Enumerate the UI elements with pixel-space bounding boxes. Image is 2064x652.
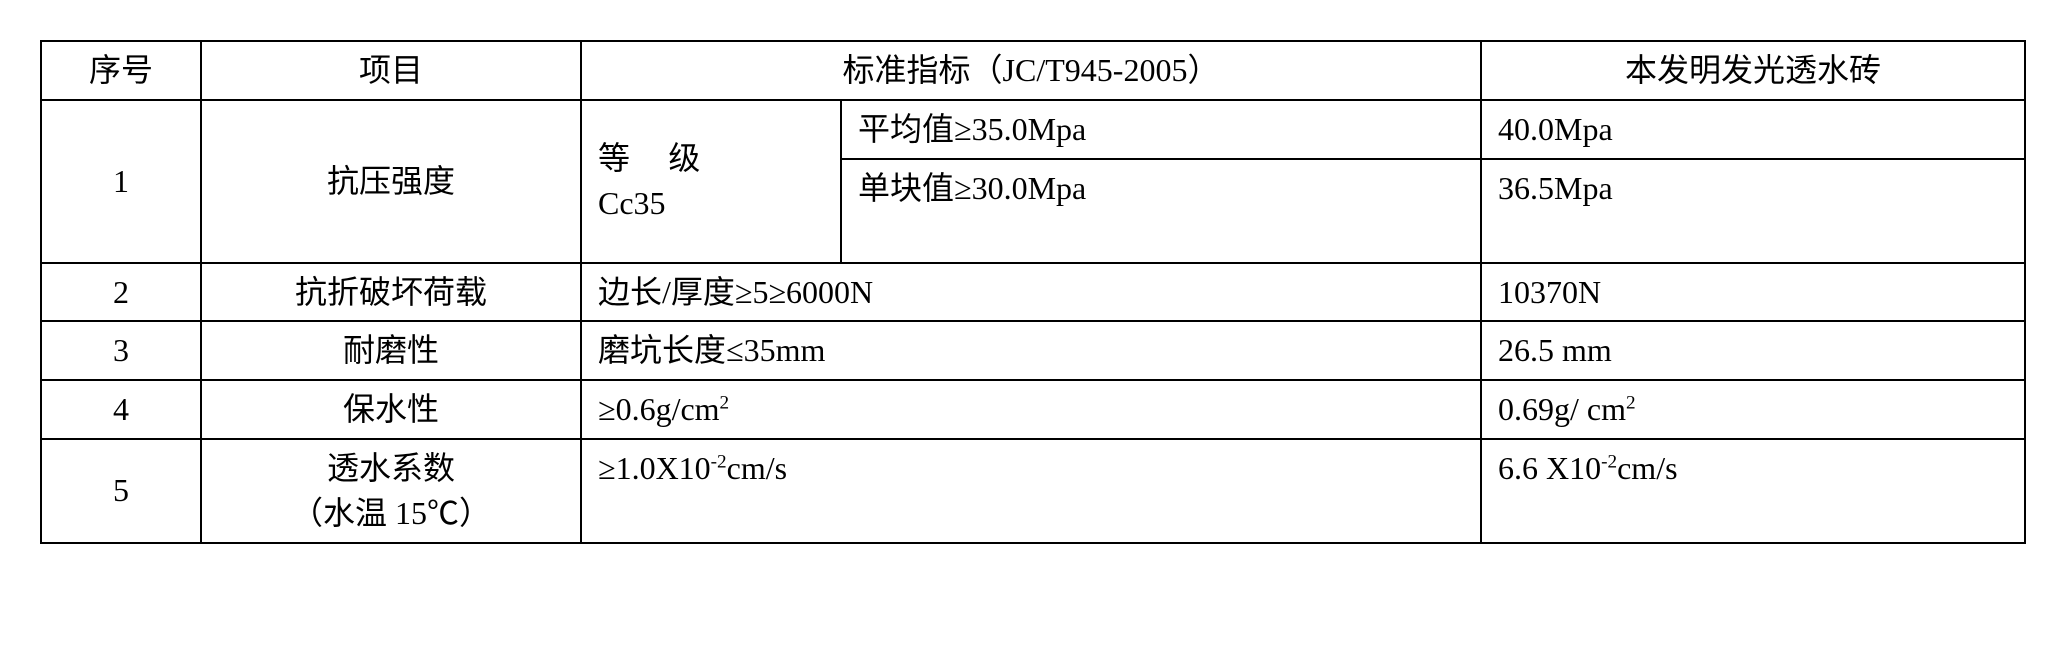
table-row: 5 透水系数 （水温 15℃） ≥1.0X10-2cm/s 6.6 X10-2c…	[41, 439, 2025, 543]
header-seq: 序号	[41, 41, 201, 100]
table-row: 4 保水性 ≥0.6g/cm2 0.69g/ cm2	[41, 380, 2025, 439]
header-item: 项目	[201, 41, 581, 100]
cell-std: 边长/厚度≥5≥6000N	[581, 263, 1481, 322]
cell-item: 抗压强度	[201, 100, 581, 263]
item-line2: （水温 15℃）	[291, 495, 491, 531]
header-result: 本发明发光透水砖	[1481, 41, 2025, 100]
cell-std-single: 单块值≥30.0Mpa	[841, 159, 1481, 263]
cell-std: 磨坑长度≤35mm	[581, 321, 1481, 380]
cell-seq: 5	[41, 439, 201, 543]
cell-item: 耐磨性	[201, 321, 581, 380]
cell-grade: 等级 Cc35	[581, 100, 841, 263]
grade-label: 等级	[598, 136, 739, 181]
cell-item: 保水性	[201, 380, 581, 439]
cell-res: 0.69g/ cm2	[1481, 380, 2025, 439]
item-line1: 透水系数	[327, 450, 455, 486]
cell-res: 6.6 X10-2cm/s	[1481, 439, 2025, 543]
table-header-row: 序号 项目 标准指标（JC/T945-2005） 本发明发光透水砖	[41, 41, 2025, 100]
table-row: 2 抗折破坏荷载 边长/厚度≥5≥6000N 10370N	[41, 263, 2025, 322]
cell-res-single: 36.5Mpa	[1481, 159, 2025, 263]
cell-res: 26.5 mm	[1481, 321, 2025, 380]
grade-value: Cc35	[598, 185, 666, 221]
table-row: 1 抗压强度 等级 Cc35 平均值≥35.0Mpa 40.0Mpa	[41, 100, 2025, 159]
cell-item: 透水系数 （水温 15℃）	[201, 439, 581, 543]
table-row: 3 耐磨性 磨坑长度≤35mm 26.5 mm	[41, 321, 2025, 380]
header-standard: 标准指标（JC/T945-2005）	[581, 41, 1481, 100]
cell-seq: 2	[41, 263, 201, 322]
cell-std: ≥0.6g/cm2	[581, 380, 1481, 439]
cell-seq: 3	[41, 321, 201, 380]
cell-std: ≥1.0X10-2cm/s	[581, 439, 1481, 543]
cell-std-avg: 平均值≥35.0Mpa	[841, 100, 1481, 159]
cell-res: 10370N	[1481, 263, 2025, 322]
cell-seq: 4	[41, 380, 201, 439]
cell-seq: 1	[41, 100, 201, 263]
cell-item: 抗折破坏荷载	[201, 263, 581, 322]
spec-table: 序号 项目 标准指标（JC/T945-2005） 本发明发光透水砖 1 抗压强度…	[40, 40, 2026, 544]
cell-res-avg: 40.0Mpa	[1481, 100, 2025, 159]
